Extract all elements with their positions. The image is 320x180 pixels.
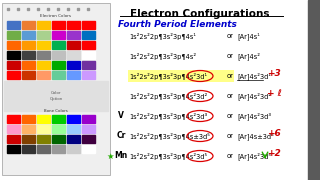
Bar xyxy=(82,61,95,69)
Bar xyxy=(7,21,20,29)
Text: 1s²2s²2p¶3s²3p¶4s²3d³: 1s²2s²2p¶3s²3p¶4s²3d³ xyxy=(129,112,207,120)
Bar xyxy=(7,71,20,79)
Text: [Ar]4s±3d⁵: [Ar]4s±3d⁵ xyxy=(237,132,274,140)
Bar xyxy=(82,125,95,133)
Bar xyxy=(7,51,20,59)
Bar xyxy=(22,145,35,153)
Text: Electron Colors: Electron Colors xyxy=(41,14,71,18)
Bar xyxy=(7,61,20,69)
Text: 1s²2s²2p¶3s²3p¶4s±3d⁵: 1s²2s²2p¶3s²3p¶4s±3d⁵ xyxy=(129,132,210,140)
Bar xyxy=(37,135,50,143)
Bar xyxy=(67,145,80,153)
Bar xyxy=(37,125,50,133)
Bar xyxy=(52,51,65,59)
Bar xyxy=(52,41,65,49)
Text: Mn: Mn xyxy=(114,152,128,161)
Bar xyxy=(37,21,50,29)
Bar xyxy=(22,51,35,59)
Bar xyxy=(308,0,320,180)
Text: + ℓ: + ℓ xyxy=(267,89,282,98)
Bar xyxy=(22,21,35,29)
Bar xyxy=(52,71,65,79)
Bar xyxy=(37,51,50,59)
Text: or: or xyxy=(227,53,233,59)
Text: [Ar]4s²: [Ar]4s² xyxy=(237,52,260,60)
Text: or: or xyxy=(227,133,233,139)
Bar xyxy=(37,115,50,123)
Text: Electron Configurations: Electron Configurations xyxy=(130,9,270,19)
Bar xyxy=(22,41,35,49)
Bar xyxy=(22,61,35,69)
Bar xyxy=(52,31,65,39)
Text: or: or xyxy=(227,113,233,119)
Bar xyxy=(22,135,35,143)
Text: or: or xyxy=(227,73,233,79)
Text: [Ar]4s²3d⁵: [Ar]4s²3d⁵ xyxy=(237,152,271,160)
Text: or: or xyxy=(227,153,233,159)
Bar xyxy=(37,31,50,39)
Text: 1s²2s²2p¶3s²3p¶4s²3d⁵: 1s²2s²2p¶3s²3p¶4s²3d⁵ xyxy=(129,152,207,159)
Text: 1s²2s²2p¶3s²3p¶4s¹: 1s²2s²2p¶3s²3p¶4s¹ xyxy=(129,33,196,39)
Text: [Ar]4s²3d²: [Ar]4s²3d² xyxy=(237,92,271,100)
Text: or: or xyxy=(227,33,233,39)
Text: Fourth Period Elements: Fourth Period Elements xyxy=(118,20,237,29)
Bar xyxy=(37,71,50,79)
Text: Cr: Cr xyxy=(116,132,126,141)
Bar xyxy=(67,21,80,29)
FancyBboxPatch shape xyxy=(128,70,234,82)
Bar xyxy=(82,21,95,29)
Text: [Ar]4s¹: [Ar]4s¹ xyxy=(237,32,260,40)
Bar xyxy=(82,41,95,49)
Bar xyxy=(67,61,80,69)
Text: V: V xyxy=(118,111,124,120)
Bar xyxy=(67,135,80,143)
Text: +2: +2 xyxy=(267,150,281,159)
Bar xyxy=(37,61,50,69)
Text: +6: +6 xyxy=(267,129,281,138)
Text: ★: ★ xyxy=(106,152,114,161)
Bar xyxy=(52,125,65,133)
Bar xyxy=(67,125,80,133)
Bar xyxy=(7,135,20,143)
Bar xyxy=(67,41,80,49)
Bar xyxy=(82,31,95,39)
Bar xyxy=(7,145,20,153)
Bar xyxy=(7,41,20,49)
Bar xyxy=(37,41,50,49)
Bar xyxy=(52,21,65,29)
Bar xyxy=(82,135,95,143)
Bar xyxy=(82,51,95,59)
FancyBboxPatch shape xyxy=(2,3,110,175)
Bar xyxy=(7,115,20,123)
Bar xyxy=(4,81,108,111)
Bar xyxy=(52,61,65,69)
Bar xyxy=(7,125,20,133)
Bar xyxy=(52,145,65,153)
Text: Color: Color xyxy=(51,91,61,95)
Text: or: or xyxy=(227,93,233,99)
Bar xyxy=(7,31,20,39)
Bar xyxy=(52,135,65,143)
Bar xyxy=(37,145,50,153)
Bar xyxy=(82,115,95,123)
Bar xyxy=(67,115,80,123)
Bar xyxy=(67,51,80,59)
Text: 1s²2s²2p¶3s²3p¶4s²3d¹: 1s²2s²2p¶3s²3p¶4s²3d¹ xyxy=(129,73,207,80)
Text: [Ar]4s²3d³: [Ar]4s²3d³ xyxy=(237,112,271,120)
Bar xyxy=(22,115,35,123)
Bar xyxy=(22,31,35,39)
Bar xyxy=(52,115,65,123)
Text: +3: +3 xyxy=(267,69,281,78)
Text: 1s²2s²2p¶3s²3p¶4s²: 1s²2s²2p¶3s²3p¶4s² xyxy=(129,53,196,60)
Bar xyxy=(67,71,80,79)
Bar xyxy=(67,31,80,39)
Text: [Ar]4s²3d¹: [Ar]4s²3d¹ xyxy=(237,72,271,80)
Bar xyxy=(82,71,95,79)
Bar xyxy=(82,145,95,153)
Text: Option: Option xyxy=(49,97,63,101)
Text: 1s²2s²2p¶3s²3p¶4s²3d²: 1s²2s²2p¶3s²3p¶4s²3d² xyxy=(129,93,207,100)
Bar xyxy=(22,125,35,133)
Bar xyxy=(22,71,35,79)
Text: Bone Colors: Bone Colors xyxy=(44,109,68,113)
